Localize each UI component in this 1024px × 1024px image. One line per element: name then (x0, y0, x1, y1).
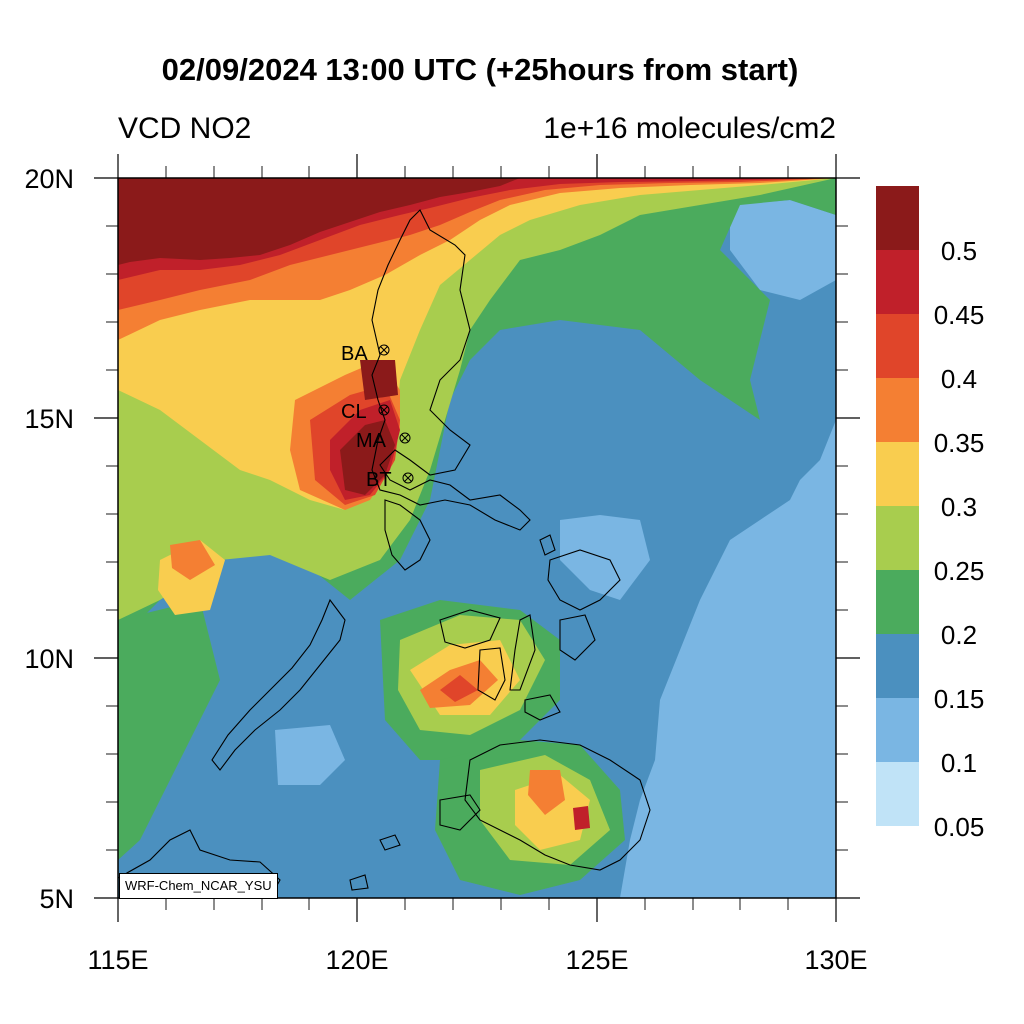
field-0.1-ne (730, 200, 836, 300)
sulu-islands (349, 834, 401, 891)
luzon-coast (371, 209, 531, 531)
x-tick-label: 130E (804, 945, 867, 975)
field-0.5-luzon (340, 420, 395, 495)
field-0.35-mindanao (528, 770, 565, 815)
colorbar-label: 0.25 (934, 556, 985, 586)
field-0.45-cell (573, 806, 590, 830)
map-title: 02/09/2024 13:00 UTC (+25hours from star… (161, 52, 799, 87)
negros-coast (477, 647, 506, 701)
station-bt: BT (366, 469, 414, 491)
colorbar-label: 0.1 (941, 748, 977, 778)
colorbar-swatch (876, 762, 919, 826)
coastlines (118, 209, 651, 898)
colorbar-swatch (876, 698, 919, 762)
model-credit-label: WRF-Chem_NCAR_YSU (119, 873, 278, 899)
mindanao-coast (464, 739, 651, 871)
colorbar-swatch (876, 570, 919, 634)
colorbar-label: 0.5 (941, 236, 977, 266)
cebu-coast (509, 614, 536, 691)
station-ba: BA (341, 343, 390, 365)
colorbar: 0.5 0.45 0.4 0.35 0.3 0.25 0.2 0.15 0.1 … (876, 186, 984, 842)
station-ma: MA (356, 430, 411, 452)
y-tick-label: 10N (24, 644, 74, 674)
colorbar-label: 0.15 (934, 684, 985, 714)
leyte-coast (559, 614, 596, 661)
leyte-samar-coast (547, 549, 621, 611)
catanduanes-coast (539, 534, 556, 556)
field-0.35-islet (170, 540, 215, 580)
colorbar-label: 0.4 (941, 364, 977, 394)
variable-label: VCD NO2 (118, 112, 252, 145)
colorbar-swatch (876, 442, 919, 506)
station-label: MA (356, 430, 387, 452)
colorbar-swatch (876, 314, 919, 378)
units-label: 1e+16 molecules/cm2 (543, 112, 836, 145)
field-0.5-north (360, 360, 398, 400)
colorbar-swatch (876, 506, 919, 570)
bohol-coast (524, 694, 561, 721)
colorbar-label: 0.2 (941, 620, 977, 650)
palawan-coast (211, 598, 346, 771)
field-0.1-patch (560, 515, 650, 600)
colorbar-label: 0.45 (934, 300, 985, 330)
zamboanga-coast (439, 794, 481, 831)
y-tick-label: 5N (39, 884, 74, 914)
station-label: BT (366, 469, 392, 491)
field-0.1-east (620, 420, 836, 898)
colorbar-swatch (876, 250, 919, 314)
colorbar-swatch (876, 634, 919, 698)
colorbar-label: 0.05 (934, 812, 985, 842)
field-0.2-west (118, 600, 220, 860)
field-0.1-sulu (275, 725, 345, 785)
colorbar-swatch (876, 186, 919, 250)
tick-marks (94, 154, 860, 922)
y-tick-label: 15N (24, 404, 74, 434)
colorbar-label: 0.3 (941, 492, 977, 522)
minor-tick-marks (106, 166, 848, 910)
station-markers: BA CL MA BT (341, 343, 414, 491)
colorbar-swatch (876, 378, 919, 442)
station-label: BA (341, 343, 368, 365)
field-0.5 (118, 178, 520, 265)
y-tick-label: 20N (24, 164, 74, 194)
mindoro-coast (384, 499, 431, 571)
x-tick-label: 125E (565, 945, 628, 975)
colorbar-label: 0.35 (934, 428, 985, 458)
field-0.4-visayas (440, 675, 478, 702)
plot-frame (117, 177, 837, 899)
no2-field (118, 178, 836, 898)
station-cl: CL (341, 401, 390, 423)
x-tick-label: 120E (325, 945, 388, 975)
station-label: CL (341, 401, 367, 423)
x-tick-label: 115E (87, 945, 148, 975)
panay-coast (439, 609, 501, 649)
